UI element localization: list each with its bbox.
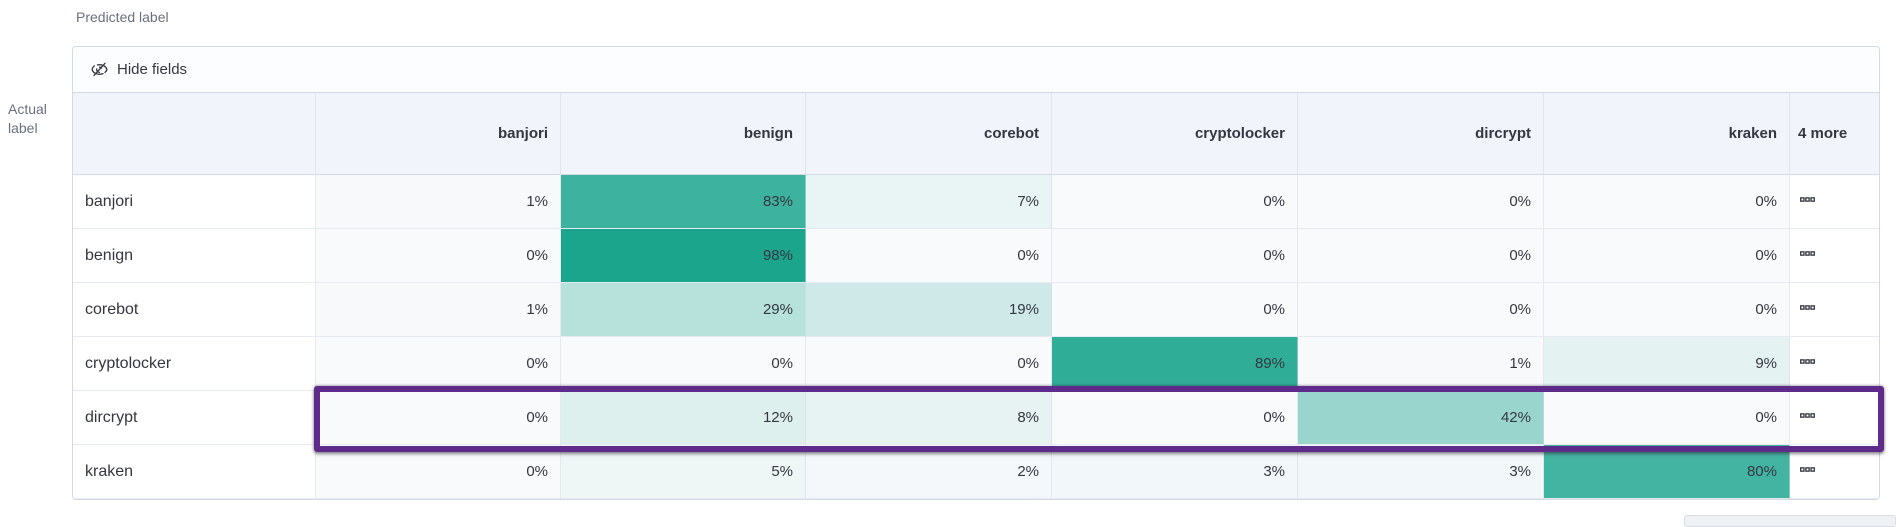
cell-banjori-benign[interactable]: 83% — [561, 175, 806, 229]
cell-dircrypt-cryptolocker[interactable]: 0% — [1052, 391, 1298, 445]
cell-banjori-cryptolocker[interactable]: 0% — [1052, 175, 1298, 229]
cell-banjori-kraken[interactable]: 0% — [1544, 175, 1790, 229]
cell-corebot-banjori[interactable]: 1% — [316, 283, 561, 337]
cell-kraken-cryptolocker[interactable]: 3% — [1052, 445, 1298, 499]
cell-dircrypt-banjori[interactable]: 0% — [316, 391, 561, 445]
cell-cryptolocker-corebot[interactable]: 0% — [806, 337, 1052, 391]
cell-kraken-banjori[interactable]: 0% — [316, 445, 561, 499]
cell-benign-corebot[interactable]: 0% — [806, 229, 1052, 283]
row-label-benign[interactable]: benign — [73, 229, 316, 283]
boxes-horizontal-icon[interactable] — [1800, 246, 1815, 265]
predicted-axis-label: Predicted label — [76, 9, 169, 25]
cell-cryptolocker-banjori[interactable]: 0% — [316, 337, 561, 391]
column-header-kraken[interactable]: kraken — [1544, 93, 1790, 175]
cell-kraken-dircrypt[interactable]: 3% — [1298, 445, 1544, 499]
row-actions-kraken[interactable] — [1790, 445, 1879, 499]
cell-cryptolocker-benign[interactable]: 0% — [561, 337, 806, 391]
row-actions-corebot[interactable] — [1790, 283, 1879, 337]
row-label-dircrypt[interactable]: dircrypt — [73, 391, 316, 445]
cell-cryptolocker-cryptolocker[interactable]: 89% — [1052, 337, 1298, 391]
row-label-banjori[interactable]: banjori — [73, 175, 316, 229]
cell-corebot-benign[interactable]: 29% — [561, 283, 806, 337]
row-label-corebot[interactable]: corebot — [73, 283, 316, 337]
cell-cryptolocker-kraken[interactable]: 9% — [1544, 337, 1790, 391]
eye-closed-icon — [91, 61, 108, 78]
cell-benign-cryptolocker[interactable]: 0% — [1052, 229, 1298, 283]
cell-dircrypt-corebot[interactable]: 8% — [806, 391, 1052, 445]
hide-fields-button[interactable]: Hide fields — [85, 57, 193, 82]
boxes-horizontal-icon[interactable] — [1800, 354, 1815, 373]
column-header-banjori[interactable]: banjori — [316, 93, 561, 175]
cell-corebot-kraken[interactable]: 0% — [1544, 283, 1790, 337]
row-actions-cryptolocker[interactable] — [1790, 337, 1879, 391]
row-actions-dircrypt[interactable] — [1790, 391, 1879, 445]
column-header-corebot[interactable]: corebot — [806, 93, 1052, 175]
cell-benign-benign[interactable]: 98% — [561, 229, 806, 283]
cell-dircrypt-kraken[interactable]: 0% — [1544, 391, 1790, 445]
cell-benign-dircrypt[interactable]: 0% — [1298, 229, 1544, 283]
row-label-cryptolocker[interactable]: cryptolocker — [73, 337, 316, 391]
row-actions-banjori[interactable] — [1790, 175, 1879, 229]
confusion-matrix-datagrid: Hide fields banjori benign corebot cryptolo… — [72, 46, 1880, 500]
column-header-benign[interactable]: benign — [561, 93, 806, 175]
cell-benign-kraken[interactable]: 0% — [1544, 229, 1790, 283]
hide-fields-label: Hide fields — [117, 61, 188, 78]
cell-kraken-kraken[interactable]: 80% — [1544, 445, 1790, 499]
header-corner-cell — [73, 93, 316, 175]
cell-dircrypt-dircrypt[interactable]: 42% — [1298, 391, 1544, 445]
column-header-more[interactable]: 4 more — [1790, 93, 1879, 175]
cell-kraken-corebot[interactable]: 2% — [806, 445, 1052, 499]
cell-corebot-dircrypt[interactable]: 0% — [1298, 283, 1544, 337]
cell-corebot-cryptolocker[interactable]: 0% — [1052, 283, 1298, 337]
cell-corebot-corebot[interactable]: 19% — [806, 283, 1052, 337]
column-header-cryptolocker[interactable]: cryptolocker — [1052, 93, 1298, 175]
cell-banjori-banjori[interactable]: 1% — [316, 175, 561, 229]
row-label-kraken[interactable]: kraken — [73, 445, 316, 499]
column-header-dircrypt[interactable]: dircrypt — [1298, 93, 1544, 175]
datagrid-toolbar: Hide fields — [73, 47, 1879, 93]
cell-benign-banjori[interactable]: 0% — [316, 229, 561, 283]
boxes-horizontal-icon[interactable] — [1800, 408, 1815, 427]
boxes-horizontal-icon[interactable] — [1800, 192, 1815, 211]
boxes-horizontal-icon[interactable] — [1800, 300, 1815, 319]
cell-kraken-benign[interactable]: 5% — [561, 445, 806, 499]
row-actions-benign[interactable] — [1790, 229, 1879, 283]
boxes-horizontal-icon[interactable] — [1800, 462, 1815, 481]
cell-banjori-dircrypt[interactable]: 0% — [1298, 175, 1544, 229]
cell-banjori-corebot[interactable]: 7% — [806, 175, 1052, 229]
confusion-matrix-grid: banjori benign corebot cryptolocker dircrypt… — [73, 93, 1879, 499]
actual-axis-label: Actual label — [8, 101, 47, 136]
cell-dircrypt-benign[interactable]: 12% — [561, 391, 806, 445]
horizontal-scrollbar[interactable] — [1684, 515, 1896, 527]
cell-cryptolocker-dircrypt[interactable]: 1% — [1298, 337, 1544, 391]
